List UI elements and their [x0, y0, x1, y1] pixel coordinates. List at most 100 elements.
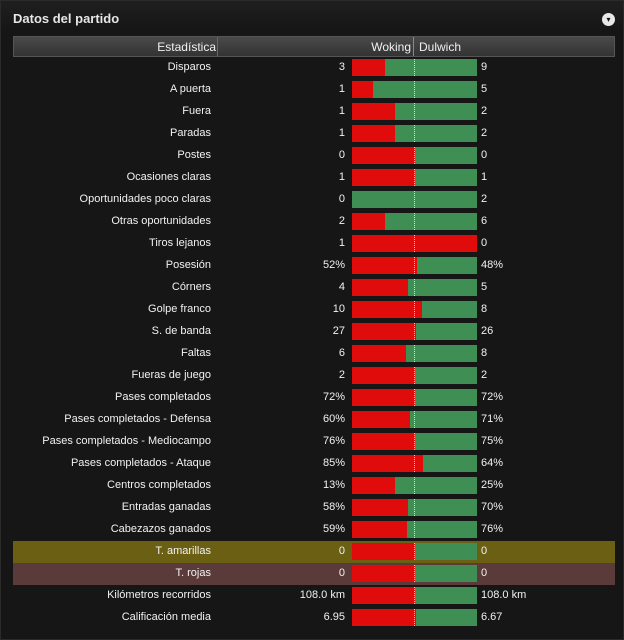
away-value: 6.67 — [481, 611, 503, 623]
away-value: 0 — [481, 237, 488, 249]
away-value: 72% — [481, 391, 504, 403]
home-value: 1 — [338, 83, 345, 95]
home-value: 85% — [322, 457, 345, 469]
home-value: 10 — [332, 303, 345, 315]
stat-label: Paradas — [170, 127, 211, 139]
away-value: 8 — [481, 303, 488, 315]
away-value: 2 — [481, 193, 488, 205]
comparison-bar — [352, 609, 477, 626]
home-value: 72% — [322, 391, 345, 403]
comparison-bar — [352, 169, 477, 186]
stat-row: Disparos 3 9 — [13, 57, 615, 79]
stat-row: Otras oportunidades 2 6 — [13, 211, 615, 233]
comparison-bar — [352, 367, 477, 384]
bar-midline — [414, 323, 415, 340]
stat-label: Kilómetros recorridos — [107, 589, 211, 601]
stat-row: Faltas 6 8 — [13, 343, 615, 365]
home-share-fill — [352, 411, 410, 428]
stat-label: Postes — [177, 149, 211, 161]
stat-label: Cabezazos ganados — [110, 523, 211, 535]
bar-midline — [414, 257, 415, 274]
stat-row: Córners 4 5 — [13, 277, 615, 299]
comparison-bar — [352, 147, 477, 164]
home-share-fill — [352, 455, 423, 472]
bar-midline — [414, 433, 415, 450]
stat-row: Oportunidades poco claras 0 2 — [13, 189, 615, 211]
stats-rows: Disparos 3 9 A puerta 1 5 Fuera 1 2 Paradas 1 2 Post… — [13, 57, 615, 629]
away-value: 9 — [481, 61, 488, 73]
stat-label: Golpe franco — [148, 303, 211, 315]
home-value: 0 — [338, 193, 345, 205]
comparison-bar — [352, 345, 477, 362]
comparison-bar — [352, 455, 477, 472]
home-value: 58% — [322, 501, 345, 513]
header-divider — [217, 37, 218, 56]
bar-midline — [414, 455, 415, 472]
stat-row: Pases completados - Ataque 85% 64% — [13, 453, 615, 475]
home-value: 0 — [338, 545, 345, 557]
home-share-fill — [352, 125, 395, 142]
stat-row: Golpe franco 10 8 — [13, 299, 615, 321]
comparison-bar — [352, 213, 477, 230]
away-value: 75% — [481, 435, 504, 447]
comparison-bar — [352, 433, 477, 450]
bar-midline — [414, 235, 415, 252]
stat-label: S. de banda — [151, 325, 211, 337]
home-share-fill — [352, 147, 415, 164]
stat-label: Posesión — [165, 259, 211, 271]
bar-midline — [414, 345, 415, 362]
bar-midline — [414, 477, 415, 494]
bar-midline — [414, 543, 415, 560]
home-share-fill — [352, 279, 408, 296]
home-value: 1 — [338, 237, 345, 249]
stats-table-header: Estadística Woking Dulwich — [13, 36, 615, 57]
home-value: 2 — [338, 369, 345, 381]
stat-row: Posesión 52% 48% — [13, 255, 615, 277]
comparison-bar — [352, 565, 477, 582]
home-share-fill — [352, 367, 415, 384]
home-share-fill — [352, 609, 416, 626]
away-value: 2 — [481, 369, 488, 381]
bar-midline — [414, 367, 415, 384]
stat-label: Otras oportunidades — [111, 215, 211, 227]
stat-label: Entradas ganadas — [121, 501, 211, 513]
home-share-fill — [352, 103, 395, 120]
stat-row: T. amarillas 0 0 — [13, 541, 615, 563]
bar-midline — [414, 411, 415, 428]
comparison-bar — [352, 477, 477, 494]
home-share-fill — [352, 169, 415, 186]
stat-label: Ocasiones claras — [126, 171, 211, 183]
away-value: 76% — [481, 523, 504, 535]
home-share-fill — [352, 345, 406, 362]
away-value: 64% — [481, 457, 504, 469]
stat-label: Pases completados - Defensa — [64, 413, 211, 425]
comparison-bar — [352, 235, 477, 252]
stat-label: Oportunidades poco claras — [79, 193, 211, 205]
stat-label: Pases completados - Mediocampo — [42, 435, 211, 447]
home-value: 0 — [338, 567, 345, 579]
stat-label: T. rojas — [175, 567, 211, 579]
stats-table: Estadística Woking Dulwich Disparos 3 9 A p… — [13, 36, 615, 629]
stat-row: Tiros lejanos 1 0 — [13, 233, 615, 255]
home-share-fill — [352, 587, 415, 604]
away-value: 0 — [481, 545, 488, 557]
home-value: 52% — [322, 259, 345, 271]
stat-label: Calificación media — [121, 611, 211, 623]
comparison-bar — [352, 411, 477, 428]
stat-row: Pases completados 72% 72% — [13, 387, 615, 409]
bar-midline — [414, 191, 415, 208]
collapse-toggle-icon[interactable]: ▾ — [602, 13, 615, 26]
comparison-bar — [352, 543, 477, 560]
comparison-bar — [352, 323, 477, 340]
comparison-bar — [352, 81, 477, 98]
comparison-bar — [352, 499, 477, 516]
home-share-fill — [352, 477, 395, 494]
home-value: 1 — [338, 127, 345, 139]
home-share-fill — [352, 257, 417, 274]
home-share-fill — [352, 301, 422, 318]
home-share-fill — [352, 81, 373, 98]
home-share-fill — [352, 389, 415, 406]
stat-row: Fuera 1 2 — [13, 101, 615, 123]
home-value: 76% — [322, 435, 345, 447]
